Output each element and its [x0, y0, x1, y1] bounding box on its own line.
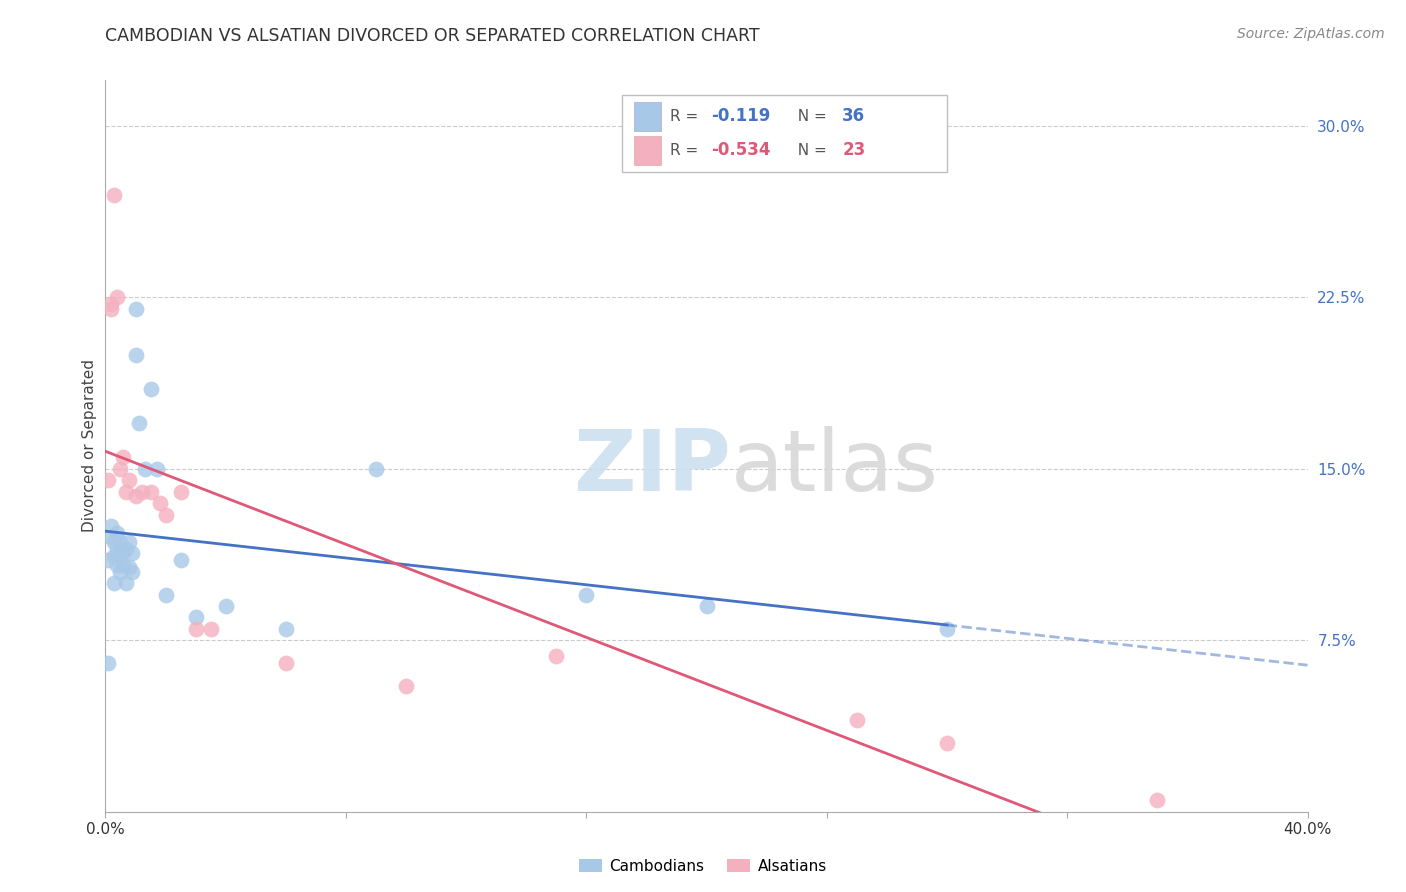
Point — [97, 473, 120, 487]
Point — [148, 496, 170, 510]
Point — [115, 576, 138, 591]
Text: N =: N = — [789, 109, 832, 124]
Point — [845, 714, 868, 728]
Point — [696, 599, 718, 613]
Point — [169, 553, 191, 567]
Text: Source: ZipAtlas.com: Source: ZipAtlas.com — [1237, 27, 1385, 41]
Bar — [634, 102, 661, 131]
Text: 36: 36 — [842, 107, 866, 126]
Point — [936, 622, 959, 636]
Point — [103, 535, 125, 549]
Point — [214, 599, 236, 613]
Point — [107, 558, 129, 572]
Point — [118, 473, 141, 487]
Point — [121, 565, 143, 579]
Point — [200, 622, 222, 636]
Point — [124, 347, 146, 362]
Text: R =: R = — [671, 109, 703, 124]
Point — [124, 489, 146, 503]
Legend: Cambodians, Alsatians: Cambodians, Alsatians — [572, 853, 834, 880]
Point — [134, 462, 156, 476]
Point — [139, 382, 162, 396]
Point — [155, 508, 177, 522]
Point — [131, 484, 153, 499]
Point — [184, 610, 207, 624]
Point — [107, 541, 129, 556]
Point — [110, 565, 132, 579]
Point — [121, 546, 143, 560]
Text: 23: 23 — [842, 141, 866, 159]
Point — [118, 560, 141, 574]
Point — [107, 525, 129, 540]
Point — [100, 519, 122, 533]
Y-axis label: Divorced or Separated: Divorced or Separated — [82, 359, 97, 533]
Point — [100, 530, 122, 544]
Point — [97, 553, 120, 567]
Point — [274, 656, 297, 670]
Text: CAMBODIAN VS ALSATIAN DIVORCED OR SEPARATED CORRELATION CHART: CAMBODIAN VS ALSATIAN DIVORCED OR SEPARA… — [105, 27, 761, 45]
Point — [112, 544, 135, 558]
FancyBboxPatch shape — [623, 95, 948, 171]
Point — [103, 187, 125, 202]
Point — [112, 558, 135, 572]
Point — [100, 301, 122, 316]
Point — [155, 588, 177, 602]
Point — [364, 462, 387, 476]
Point — [274, 622, 297, 636]
Text: -0.534: -0.534 — [711, 141, 770, 159]
Point — [575, 588, 598, 602]
Point — [115, 541, 138, 556]
Point — [169, 484, 191, 499]
Text: atlas: atlas — [731, 426, 939, 509]
Point — [546, 649, 568, 664]
Point — [936, 736, 959, 750]
Point — [184, 622, 207, 636]
Text: R =: R = — [671, 143, 703, 158]
Point — [110, 549, 132, 563]
Point — [1146, 793, 1168, 807]
Text: ZIP: ZIP — [572, 426, 731, 509]
Point — [110, 535, 132, 549]
Point — [124, 301, 146, 316]
Point — [395, 679, 418, 693]
Point — [145, 462, 167, 476]
Text: -0.119: -0.119 — [711, 107, 770, 126]
Point — [118, 535, 141, 549]
Bar — [634, 136, 661, 165]
Point — [115, 484, 138, 499]
Text: N =: N = — [789, 143, 832, 158]
Point — [97, 656, 120, 670]
Point — [128, 416, 150, 430]
Point — [103, 549, 125, 563]
Point — [112, 450, 135, 465]
Point — [110, 462, 132, 476]
Point — [103, 576, 125, 591]
Point — [139, 484, 162, 499]
Point — [100, 297, 122, 311]
Point — [107, 290, 129, 304]
